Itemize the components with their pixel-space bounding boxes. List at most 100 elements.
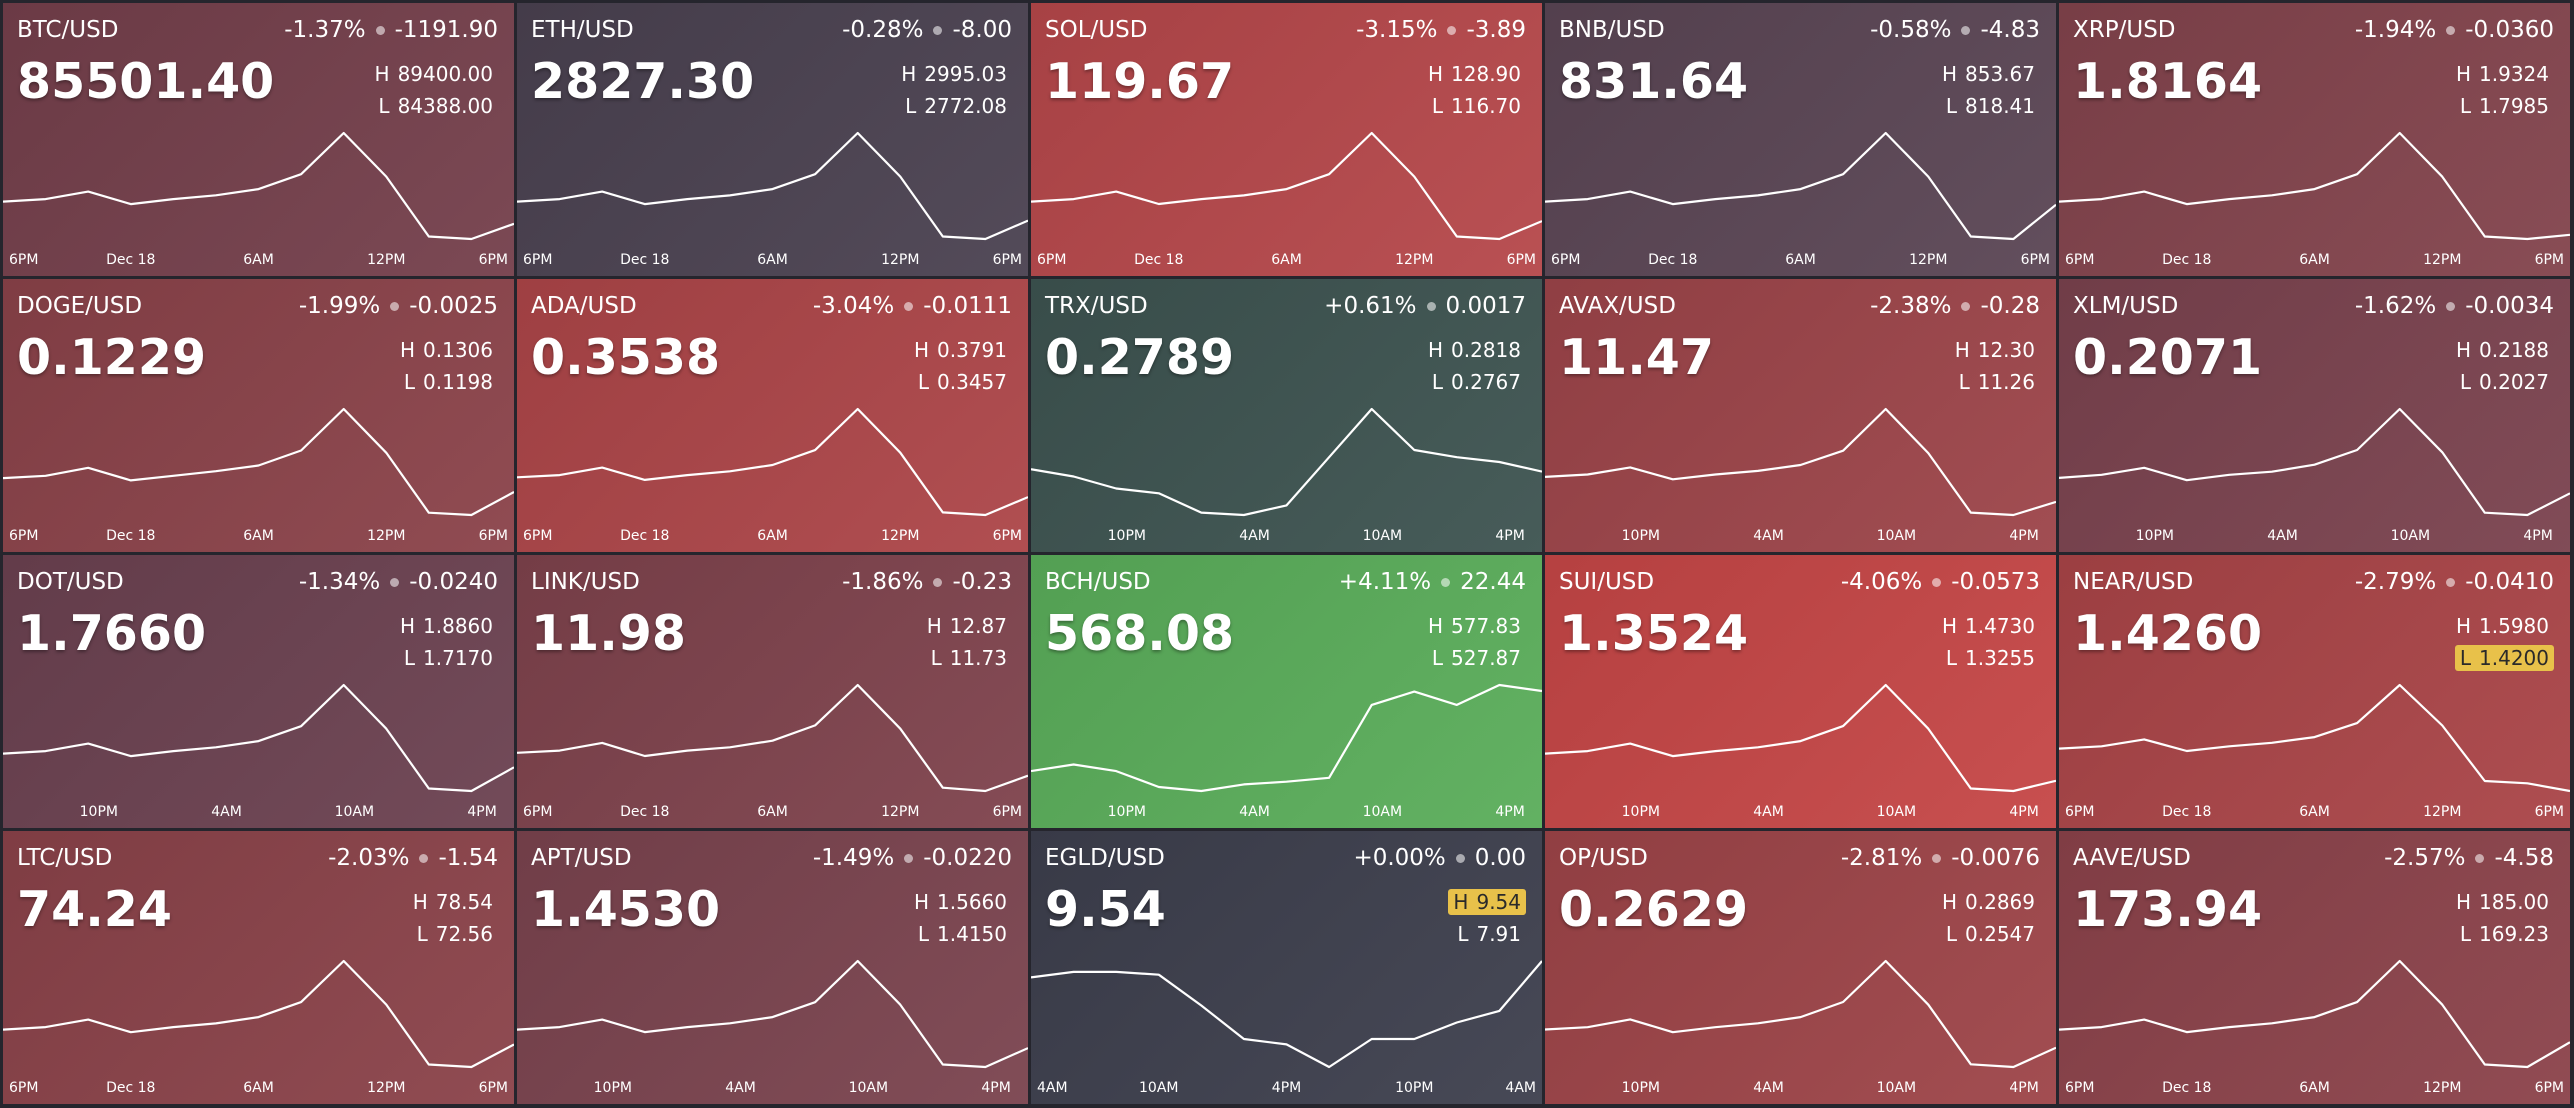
price: 173.94 (2073, 881, 2263, 938)
change-percent: -2.57% (2384, 845, 2466, 871)
pair-name: BNB/USD (1559, 17, 1665, 43)
ticker-tile: TRX/USD +0.61% 0.0017 0.2789 H 0.2818 L 0.2767 1… (1031, 279, 1542, 552)
x-tick-label: 6PM (2065, 804, 2094, 820)
price: 85501.40 (17, 53, 275, 110)
sparkline-chart: 6PM Dec 18 6AM 12PM 6PM (517, 683, 1028, 820)
x-tick-label: 4AM (1239, 804, 1270, 820)
change-group: -2.38% -0.28 (1870, 293, 2040, 319)
price: 1.4260 (2073, 605, 2263, 662)
low-row: L 1.4200 (2454, 645, 2554, 671)
low-value: 1.4150 (937, 922, 1007, 946)
x-tick-label: 4AM (1505, 1080, 1536, 1096)
price: 0.2071 (2073, 329, 2263, 386)
sparkline-chart: 6PM Dec 18 6AM 12PM 6PM (2059, 959, 2570, 1096)
x-tick-label: 10PM (1108, 804, 1146, 820)
change-value: -0.0573 (1951, 569, 2040, 595)
low-label: L (1431, 94, 1444, 118)
sparkline-chart: 10PM 4AM 10AM 4PM (1031, 683, 1542, 820)
x-tick-label: Dec 18 (106, 528, 155, 544)
x-tick-label: 10AM (1363, 804, 1402, 820)
change-percent: -1.62% (2354, 293, 2437, 319)
change-percent: -3.15% (1356, 17, 1438, 43)
price: 9.54 (1045, 881, 1166, 938)
change-group: +0.00% 0.00 (1353, 845, 1526, 871)
pair-name: BTC/USD (17, 17, 119, 43)
price: 11.98 (531, 605, 686, 662)
x-tick-label: 6PM (993, 252, 1022, 268)
x-tick-label: 6AM (243, 1080, 274, 1096)
separator-dot (1961, 301, 1971, 311)
separator-dot (375, 25, 385, 35)
x-tick-label: 12PM (881, 528, 919, 544)
x-tick-label: 12PM (2423, 252, 2461, 268)
x-tick-label: 10AM (1877, 1080, 1916, 1096)
low-row: L 2772.08 (900, 93, 1012, 119)
x-tick-label: Dec 18 (2162, 1080, 2211, 1096)
change-value: -1191.90 (394, 17, 498, 43)
x-tick-label: 6PM (2535, 804, 2564, 820)
change-value: -4.58 (2494, 845, 2554, 871)
x-tick-label: 6PM (479, 252, 508, 268)
low-label: L (416, 922, 428, 946)
separator-dot (933, 25, 943, 35)
pair-name: XRP/USD (2073, 17, 2176, 43)
pair-name: ETH/USD (531, 17, 634, 43)
high-row: H 1.5660 (909, 889, 1012, 915)
x-tick-label: 4PM (1495, 804, 1524, 820)
change-group: -0.58% -4.83 (1870, 17, 2040, 43)
x-tick-label: 10PM (1622, 528, 1660, 544)
x-tick-label: 10AM (1877, 528, 1916, 544)
ticker-tile: XLM/USD -1.62% -0.0034 0.2071 H 0.2188 L 0.2027… (2059, 279, 2570, 552)
sparkline-chart: 6PM Dec 18 6AM 12PM 6PM (1031, 131, 1542, 268)
high-label: H (901, 62, 917, 86)
separator-dot (419, 853, 429, 863)
low-row: L 11.73 (926, 645, 1012, 671)
x-tick-label: Dec 18 (106, 1080, 155, 1096)
high-label: H (1954, 338, 1970, 362)
x-tick-label: 6PM (993, 804, 1022, 820)
x-tick-label: 6AM (757, 252, 788, 268)
high-label: H (399, 338, 416, 362)
change-group: -0.28% -8.00 (842, 17, 1012, 43)
change-value: -0.0076 (1951, 845, 2040, 871)
pair-name: SUI/USD (1559, 569, 1655, 595)
ticker-tile: LINK/USD -1.86% -0.23 11.98 H 12.87 L 11.73 6PM D… (517, 555, 1028, 828)
low-row: L 1.3255 (1941, 645, 2040, 671)
change-value: -1.54 (438, 845, 498, 871)
x-tick-label: Dec 18 (620, 804, 669, 820)
x-tick-label: 4AM (1037, 1080, 1068, 1096)
low-row: L 0.2767 (1427, 369, 1526, 395)
sparkline (3, 683, 514, 793)
low-value: 72.56 (435, 922, 493, 946)
pair-name: TRX/USD (1045, 293, 1148, 319)
x-tick-label: 10PM (1395, 1080, 1433, 1096)
sparkline (1545, 959, 2056, 1069)
x-tick-label: 6PM (2535, 252, 2564, 268)
ticker-tile: AVAX/USD -2.38% -0.28 11.47 H 12.30 L 11.26 10PM… (1545, 279, 2056, 552)
separator-dot (1932, 853, 1942, 863)
price: 0.3538 (531, 329, 721, 386)
change-group: -2.81% -0.0076 (1841, 845, 2040, 871)
change-percent: -2.03% (328, 845, 410, 871)
x-tick-label: 6PM (1037, 252, 1066, 268)
price: 1.3524 (1559, 605, 1749, 662)
pair-name: OP/USD (1559, 845, 1648, 871)
ticker-tile: AAVE/USD -2.57% -4.58 173.94 H 185.00 L 169.23 6… (2059, 831, 2570, 1104)
low-row: L 84388.00 (373, 93, 498, 119)
sparkline-chart: 6PM Dec 18 6AM 12PM 6PM (517, 407, 1028, 544)
high-value: 2995.03 (924, 62, 1007, 86)
x-tick-label: 10PM (2136, 528, 2174, 544)
ticker-tile: EGLD/USD +0.00% 0.00 9.54 H 9.54 L 7.91 4AM 10AM 4… (1031, 831, 1542, 1104)
x-tick-label: 4PM (2009, 804, 2038, 820)
x-tick-label: Dec 18 (2162, 804, 2211, 820)
high-value: 9.54 (1476, 890, 1521, 914)
change-value: -3.89 (1466, 17, 1526, 43)
sparkline (1545, 683, 2056, 793)
low-label: L (1431, 370, 1444, 394)
change-group: +0.61% 0.0017 (1324, 293, 1526, 319)
sparkline-chart: 10PM 4AM 10AM 4PM (1031, 407, 1542, 544)
x-tick-label: 6PM (479, 1080, 508, 1096)
low-label: L (930, 646, 942, 670)
